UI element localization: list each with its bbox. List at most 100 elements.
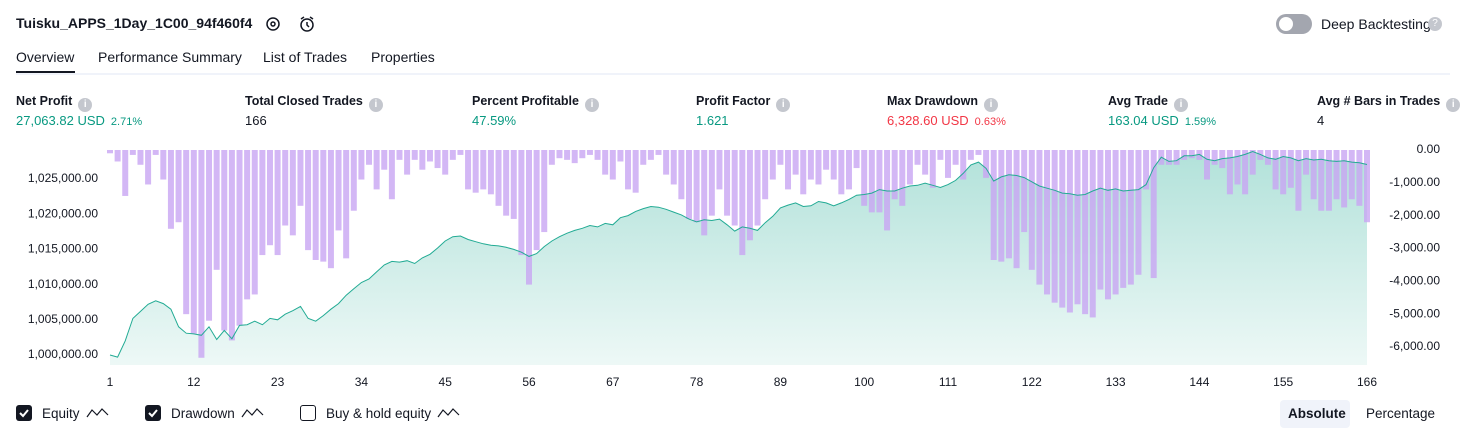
drawdown-bar (1348, 150, 1355, 200)
drawdown-bar (945, 150, 951, 178)
drawdown-bar (838, 150, 845, 195)
checkbox[interactable] (145, 405, 161, 421)
info-icon[interactable]: i (984, 98, 998, 112)
drawdown-bar (228, 150, 235, 341)
drawdown-bar (1066, 150, 1073, 313)
drawdown-bar (388, 150, 395, 200)
x-tick-label: 12 (187, 375, 201, 389)
tab[interactable]: Overview (16, 49, 75, 65)
drawdown-bar (891, 150, 898, 200)
toggle[interactable] (1276, 14, 1312, 34)
drawdown-bar (297, 150, 304, 206)
y2-tick-label: -3,000.00 (1389, 241, 1440, 255)
drawdown-bar (327, 150, 334, 269)
drawdown-bar (1074, 150, 1081, 305)
drawdown-bar (465, 150, 472, 190)
drawdown-bar (922, 150, 929, 175)
info-icon[interactable]: i (1446, 98, 1461, 112)
info-icon[interactable]: i (1173, 98, 1188, 112)
check (19, 409, 29, 418)
drawdown-bar (1303, 150, 1310, 175)
drawdown-bar (419, 150, 426, 170)
x-tick-label: 45 (439, 375, 453, 389)
drawdown-bar (1272, 150, 1279, 190)
drawdown-bar (1234, 150, 1241, 185)
y-tick-label: 1,010,000.00 (28, 277, 98, 291)
tab[interactable]: List of Trades (263, 49, 348, 65)
drawdown-bar (114, 150, 121, 162)
drawdown-bar (663, 150, 670, 175)
drawdown-bar (754, 150, 761, 226)
y2-tick-label: -4,000.00 (1389, 273, 1440, 287)
drawdown-bar (343, 150, 350, 259)
x-tick-label: 144 (1189, 375, 1209, 389)
x-tick-label: 111 (939, 375, 958, 389)
drawdown-bar (853, 150, 860, 169)
drawdown-bar (762, 150, 769, 200)
drawdown-bar (685, 150, 692, 219)
stat-percent: 2.71% (110, 116, 143, 128)
drawdown-bar (594, 150, 601, 160)
drawdown-bar (815, 150, 822, 185)
legend-glyph (241, 408, 264, 418)
drawdown-bar (1310, 150, 1317, 200)
drawdown-bar (1249, 150, 1256, 175)
drawdown-bar (929, 150, 936, 188)
info-icon[interactable]: i (776, 98, 791, 112)
drawdown-bar (1089, 150, 1096, 318)
legend-label: Equity (42, 406, 80, 421)
stat-label-text: Total Closed Trades (245, 94, 363, 108)
drawdown-bar (1021, 150, 1028, 233)
drawdown-bar (1280, 150, 1287, 195)
stat-percent: 1.59% (1184, 116, 1217, 128)
stat-label-text: Percent Profitable (472, 94, 579, 108)
drawdown-bar (266, 150, 273, 246)
drawdown-bar (1341, 150, 1348, 208)
drawdown-bar (1188, 150, 1195, 159)
y-tick-label: 1,005,000.00 (28, 312, 98, 326)
stat-value: 47.59% (472, 113, 516, 128)
stat-label-text: Avg Trade (1108, 94, 1168, 108)
mode-button[interactable]: Absolute (1288, 406, 1346, 421)
drawdown-bar (708, 150, 715, 216)
drawdown-bar (1242, 150, 1249, 195)
y2-tick-label: -5,000.00 (1389, 306, 1440, 320)
tab[interactable]: Properties (371, 49, 435, 65)
drawdown-bar (236, 150, 243, 326)
drawdown-bar (830, 150, 837, 180)
drawdown-bar (1044, 150, 1051, 295)
info-icon[interactable]: i (368, 98, 383, 112)
drawdown-bar (647, 150, 654, 160)
mode-button[interactable]: Percentage (1366, 406, 1436, 421)
drawdown-bar (1097, 150, 1104, 290)
drawdown-bar (1112, 150, 1119, 295)
x-tick-label: 1 (107, 375, 114, 389)
drawdown-bar (739, 150, 746, 256)
drawdown-bar (617, 150, 624, 162)
drawdown-bar (1013, 150, 1020, 269)
drawdown-bar (259, 150, 266, 256)
drawdown-bar (1104, 150, 1111, 300)
drawdown-bar (1364, 150, 1370, 223)
drawdown-bar (495, 150, 502, 206)
drawdown-bar (129, 150, 136, 155)
drawdown-bar (579, 150, 586, 159)
stat-percent: 0.63% (974, 116, 1006, 128)
drawdown-bar (625, 150, 632, 190)
info-icon[interactable]: i (584, 98, 599, 112)
x-tick-label: 34 (355, 375, 369, 389)
help-icon[interactable]: ? (1428, 17, 1442, 31)
drawdown-bar (1082, 150, 1089, 315)
drawdown-bar (198, 150, 205, 358)
drawdown-bar (366, 150, 373, 165)
legend-icon (241, 404, 265, 427)
info-icon[interactable]: i (78, 98, 93, 112)
tab[interactable]: Performance Summary (98, 49, 242, 65)
stat-label-text: Max Drawdown (887, 94, 978, 108)
checkbox[interactable] (16, 405, 32, 421)
drawdown-bar (1127, 150, 1134, 285)
checkbox[interactable] (300, 405, 316, 421)
drawdown-bar (693, 150, 700, 223)
drawdown-bar (350, 150, 357, 211)
